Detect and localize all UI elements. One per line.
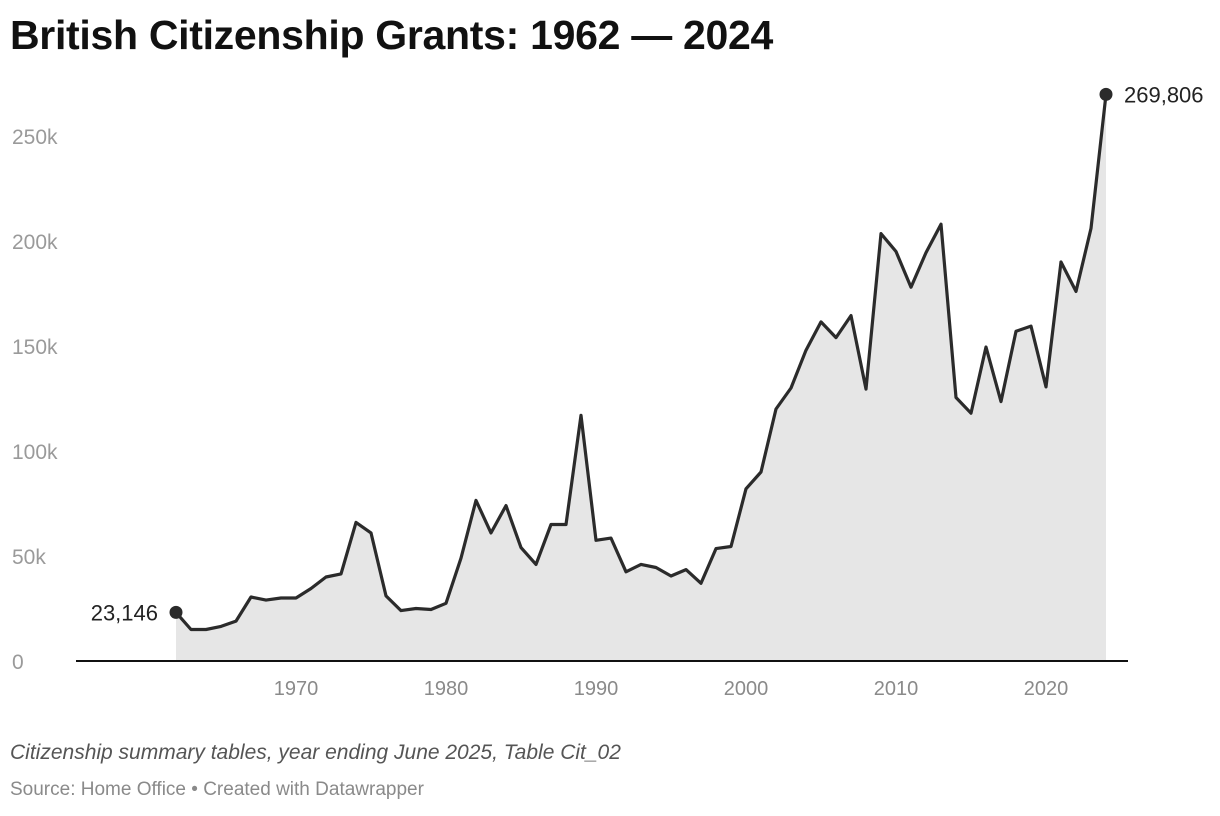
endpoint-marker xyxy=(1099,87,1113,101)
source-credit: Source: Home Office • Created with Dataw… xyxy=(10,779,424,800)
y-axis: 0 50k 100k 150k 200k 250k xyxy=(12,126,58,674)
x-tick-label: 2020 xyxy=(1024,678,1069,700)
x-tick-label: 1980 xyxy=(424,678,469,700)
plot-area xyxy=(174,92,1108,661)
y-tick-label: 200k xyxy=(12,231,58,254)
y-tick-label: 0 xyxy=(12,651,24,674)
annotations: 23,146 269,806 xyxy=(91,82,1204,625)
y-tick-label: 50k xyxy=(12,546,46,569)
endpoint-marker xyxy=(169,605,183,619)
x-tick-label: 2010 xyxy=(874,678,919,700)
x-tick-label: 1970 xyxy=(274,678,319,700)
series-line xyxy=(174,92,1108,632)
y-tick-label: 100k xyxy=(12,441,58,464)
chart-title: British Citizenship Grants: 1962 — 2024 xyxy=(10,12,773,58)
x-tick-label: 2000 xyxy=(724,678,769,700)
area-fill xyxy=(176,94,1106,661)
y-tick-label: 250k xyxy=(12,126,58,149)
x-tick-label: 1990 xyxy=(574,678,619,700)
endpoint-label: 269,806 xyxy=(1124,82,1204,107)
notes: Citizenship summary tables, year ending … xyxy=(10,741,621,764)
endpoint-label: 23,146 xyxy=(91,600,158,625)
y-tick-label: 150k xyxy=(12,336,58,359)
x-axis: 1970 1980 1990 2000 2010 2020 xyxy=(274,678,1069,700)
